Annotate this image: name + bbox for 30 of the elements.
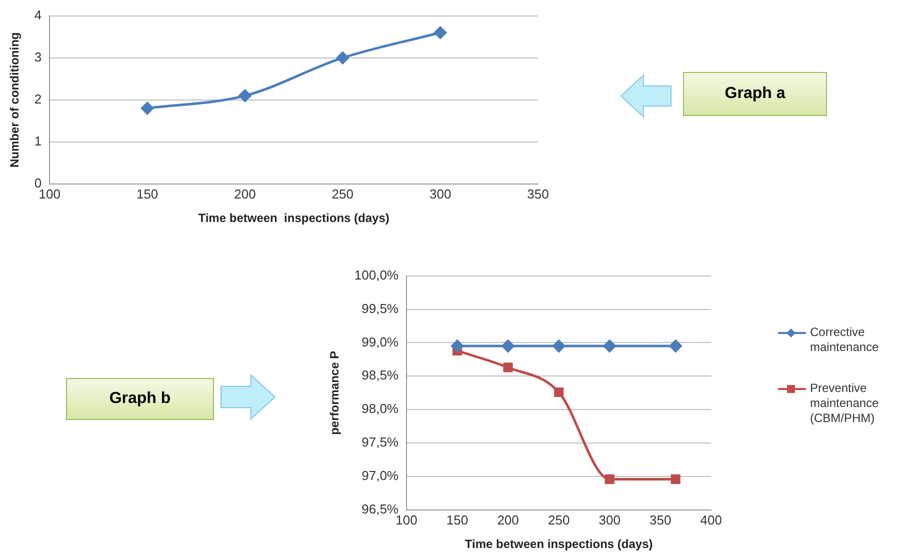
x-tick-label: 150 xyxy=(446,512,468,528)
y-tick-label: 97,0% xyxy=(362,468,399,484)
y-tick-label: 99,0% xyxy=(362,334,399,350)
y-tick-label: 98,5% xyxy=(362,368,399,383)
y-tick-label: 4 xyxy=(34,7,42,22)
y-tick-label: 99,5% xyxy=(362,300,399,316)
x-tick-label: 350 xyxy=(527,186,549,202)
y-tick-label: 1 xyxy=(34,134,42,149)
x-tick-label: 250 xyxy=(548,512,570,528)
x-tick-label: 350 xyxy=(650,512,672,528)
text: Graph a xyxy=(683,72,827,116)
y-tick-label: 97,5% xyxy=(362,434,399,450)
y-tick-label: 3 xyxy=(34,49,42,64)
legend-label: Corrective maintenance xyxy=(809,325,880,355)
y-tick-label: 100,0% xyxy=(354,267,399,282)
x-axis-title: Time between inspections (days) xyxy=(464,537,653,552)
x-tick-label: 300 xyxy=(429,186,452,202)
x-tick-label: 200 xyxy=(234,186,256,202)
x-tick-label: 200 xyxy=(497,512,519,528)
x-tick-label: 150 xyxy=(136,186,158,202)
y-tick-label: 98,0% xyxy=(362,401,399,416)
x-tick-label: 400 xyxy=(700,512,722,528)
y-axis-title: Number of conditioning xyxy=(8,32,22,168)
x-axis-title: Time between inspections (days) xyxy=(198,211,390,226)
x-tick-label: 250 xyxy=(332,186,354,202)
legend-label: Preventive maintenance (CBM/PHM) xyxy=(809,381,880,426)
y-axis-title: performance P xyxy=(328,350,342,435)
y-tick-label: 2 xyxy=(34,91,42,106)
x-tick-label: 300 xyxy=(598,512,620,528)
text: Graph b xyxy=(66,378,214,420)
